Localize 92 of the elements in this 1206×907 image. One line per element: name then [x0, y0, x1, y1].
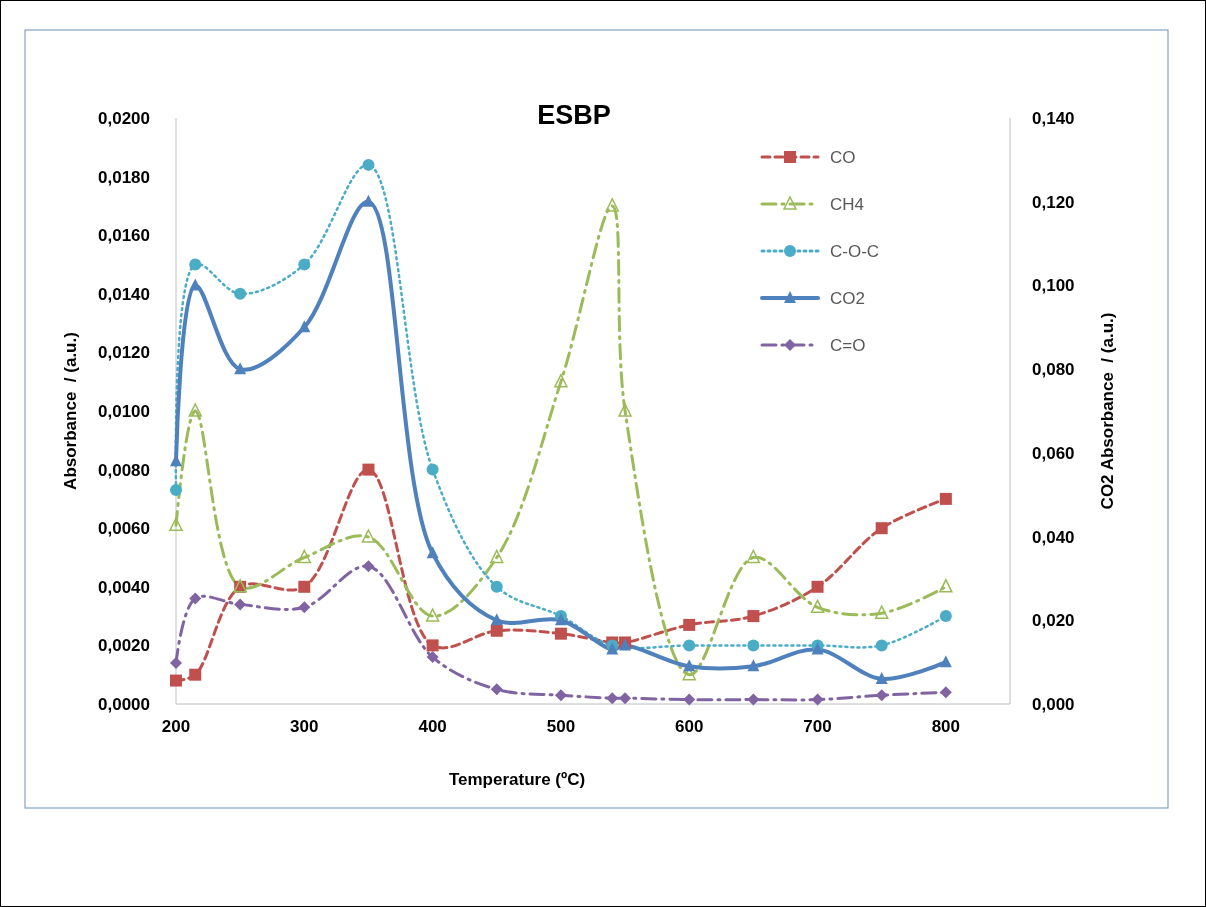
point	[169, 517, 183, 532]
point	[747, 610, 760, 623]
x-axis-title: Temperature (ºC)	[448, 770, 586, 789]
x-tick-label: 800	[931, 717, 961, 736]
y2-axis-title: CO2 Absorbance / (a.u.)	[1098, 312, 1117, 510]
point	[490, 580, 503, 593]
y2-tick-label: 0,000	[1032, 695, 1075, 714]
y2-tick-label: 0,060	[1032, 443, 1075, 463]
y-axis-title: Absorbance / (a.u.)	[61, 332, 80, 490]
y-tick-label: 0,0060	[98, 519, 150, 539]
y-tick-label: 0,0020	[98, 636, 150, 656]
point	[554, 373, 568, 388]
point	[188, 403, 202, 417]
legend-label: CH4	[830, 195, 865, 214]
point	[298, 580, 311, 593]
point	[189, 592, 202, 605]
point	[234, 598, 247, 611]
x-tick-label: 600	[675, 717, 704, 736]
y-tick-label: 0,0000	[98, 695, 150, 714]
y-tick-label: 0,0200	[98, 109, 150, 128]
point	[490, 549, 504, 564]
x-tick-label: 300	[290, 717, 319, 736]
y-tick-label: 0,0040	[98, 577, 150, 597]
y-tick-label: 0,0100	[98, 402, 150, 421]
point	[189, 668, 202, 681]
point	[939, 655, 952, 668]
y2-tick-label: 0,120	[1032, 192, 1075, 212]
point	[297, 549, 312, 564]
point	[939, 610, 952, 623]
point	[605, 198, 619, 212]
point	[875, 639, 888, 652]
point	[426, 463, 439, 476]
point	[746, 549, 761, 564]
point	[490, 683, 503, 696]
point	[939, 492, 952, 505]
x-tick-label: 400	[418, 717, 447, 736]
point	[234, 362, 247, 375]
point	[810, 599, 825, 614]
y-tick-label: 0,0120	[98, 343, 150, 363]
legend-label: CO	[830, 148, 856, 167]
point	[683, 618, 696, 631]
point	[875, 522, 888, 535]
point	[683, 659, 696, 672]
point	[875, 671, 888, 684]
point	[298, 258, 311, 271]
legend-label: C=O	[830, 336, 866, 355]
x-tick-label: 200	[161, 717, 191, 736]
point	[170, 656, 182, 669]
point	[747, 659, 760, 672]
point	[683, 693, 696, 706]
y2-tick-label: 0,080	[1032, 360, 1075, 380]
point	[362, 463, 375, 476]
y-tick-label: 0,0140	[98, 284, 150, 304]
y-tick-label: 0,0080	[98, 460, 150, 480]
point	[361, 529, 376, 543]
point	[426, 651, 439, 664]
point	[618, 403, 632, 417]
y2-tick-label: 0,100	[1032, 276, 1075, 296]
legend-label: C-O-C	[830, 242, 880, 261]
point	[619, 692, 632, 705]
point	[683, 639, 696, 652]
point	[874, 605, 889, 619]
point	[554, 689, 567, 702]
point	[939, 579, 953, 593]
point	[170, 674, 182, 687]
point	[811, 693, 824, 706]
point	[426, 639, 439, 652]
point	[747, 693, 760, 706]
point	[811, 580, 824, 593]
point	[490, 613, 503, 626]
point	[362, 560, 375, 573]
point	[554, 627, 567, 640]
point	[298, 320, 311, 333]
point	[170, 484, 182, 497]
point	[426, 546, 439, 559]
point	[747, 639, 760, 652]
x-tick-label: 700	[803, 717, 832, 736]
y2-tick-label: 0,140	[1032, 109, 1075, 128]
x-tick-label: 500	[546, 717, 576, 736]
point	[490, 624, 503, 637]
y-tick-label: 0,0180	[98, 167, 150, 187]
y-tick-label: 0,0160	[98, 226, 150, 246]
point	[362, 158, 375, 171]
chart-title: ESBP	[537, 100, 611, 130]
point	[234, 287, 247, 300]
legend-label: CO2	[830, 289, 865, 308]
point	[939, 686, 952, 699]
y2-tick-label: 0,040	[1032, 527, 1075, 547]
y2-tick-label: 0,020	[1032, 611, 1075, 631]
point	[425, 608, 440, 622]
point	[298, 601, 311, 614]
point	[189, 258, 202, 271]
